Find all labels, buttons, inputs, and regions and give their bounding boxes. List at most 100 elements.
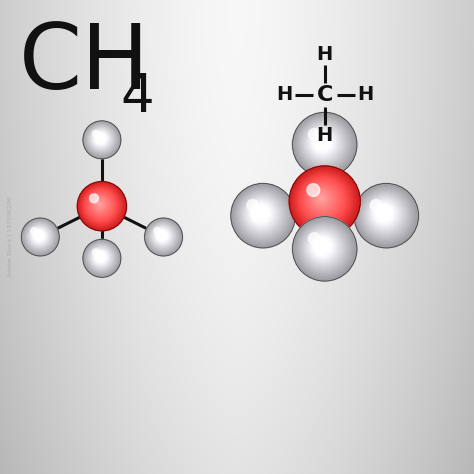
Circle shape bbox=[301, 120, 347, 167]
Circle shape bbox=[293, 218, 356, 280]
Circle shape bbox=[297, 117, 351, 171]
Circle shape bbox=[316, 136, 328, 148]
Circle shape bbox=[153, 226, 173, 246]
Circle shape bbox=[299, 175, 348, 225]
Circle shape bbox=[94, 250, 108, 264]
Circle shape bbox=[95, 252, 106, 262]
Circle shape bbox=[300, 119, 348, 168]
Circle shape bbox=[375, 204, 393, 222]
Circle shape bbox=[297, 221, 351, 275]
Circle shape bbox=[254, 207, 267, 219]
Circle shape bbox=[87, 125, 116, 154]
Circle shape bbox=[154, 228, 171, 244]
Circle shape bbox=[355, 184, 417, 246]
Circle shape bbox=[292, 169, 356, 233]
Circle shape bbox=[82, 186, 121, 226]
Text: H: H bbox=[317, 126, 333, 145]
Circle shape bbox=[313, 133, 331, 151]
Circle shape bbox=[309, 185, 337, 214]
Circle shape bbox=[27, 224, 53, 249]
Circle shape bbox=[85, 241, 118, 275]
Circle shape bbox=[155, 228, 170, 244]
Circle shape bbox=[370, 200, 399, 228]
Circle shape bbox=[237, 189, 288, 241]
Circle shape bbox=[297, 173, 351, 228]
Circle shape bbox=[368, 197, 401, 231]
Circle shape bbox=[100, 137, 101, 139]
Circle shape bbox=[156, 229, 168, 242]
Circle shape bbox=[98, 136, 102, 140]
Text: H: H bbox=[357, 85, 373, 104]
Circle shape bbox=[89, 246, 113, 270]
Circle shape bbox=[146, 219, 181, 254]
Circle shape bbox=[370, 200, 382, 211]
Circle shape bbox=[77, 182, 127, 231]
Circle shape bbox=[36, 232, 42, 238]
Circle shape bbox=[356, 186, 416, 245]
Circle shape bbox=[83, 239, 121, 277]
Circle shape bbox=[305, 125, 341, 161]
Circle shape bbox=[96, 252, 105, 262]
Circle shape bbox=[306, 183, 339, 216]
Circle shape bbox=[244, 196, 280, 232]
Circle shape bbox=[298, 118, 350, 170]
Circle shape bbox=[89, 127, 114, 152]
Circle shape bbox=[155, 229, 169, 243]
Text: H: H bbox=[317, 45, 333, 64]
Circle shape bbox=[83, 121, 121, 159]
Circle shape bbox=[233, 186, 292, 245]
Circle shape bbox=[151, 224, 175, 248]
Circle shape bbox=[289, 166, 360, 237]
Text: CH: CH bbox=[19, 20, 150, 108]
Circle shape bbox=[94, 199, 106, 210]
Circle shape bbox=[248, 201, 274, 227]
Circle shape bbox=[91, 195, 110, 215]
Circle shape bbox=[91, 247, 112, 268]
Circle shape bbox=[309, 233, 337, 261]
Circle shape bbox=[94, 132, 107, 145]
Circle shape bbox=[98, 202, 101, 206]
Circle shape bbox=[295, 219, 354, 278]
Circle shape bbox=[93, 197, 108, 212]
Circle shape bbox=[88, 192, 113, 217]
Circle shape bbox=[256, 209, 264, 217]
Circle shape bbox=[310, 186, 336, 212]
Circle shape bbox=[242, 195, 281, 234]
Circle shape bbox=[92, 130, 110, 148]
Circle shape bbox=[381, 210, 386, 215]
Circle shape bbox=[85, 123, 118, 156]
Circle shape bbox=[300, 224, 348, 273]
Circle shape bbox=[316, 192, 328, 204]
Circle shape bbox=[23, 220, 57, 254]
Circle shape bbox=[305, 182, 341, 218]
Circle shape bbox=[239, 191, 285, 238]
Circle shape bbox=[319, 196, 324, 201]
Circle shape bbox=[315, 239, 330, 254]
Circle shape bbox=[374, 203, 394, 224]
Circle shape bbox=[311, 131, 334, 154]
Circle shape bbox=[362, 191, 409, 238]
Circle shape bbox=[95, 133, 106, 144]
Circle shape bbox=[304, 124, 343, 163]
Circle shape bbox=[83, 187, 119, 224]
Circle shape bbox=[247, 200, 275, 228]
Circle shape bbox=[88, 192, 114, 218]
Circle shape bbox=[259, 211, 261, 214]
Circle shape bbox=[91, 247, 111, 267]
Circle shape bbox=[315, 135, 330, 150]
Circle shape bbox=[96, 200, 104, 208]
Circle shape bbox=[90, 194, 111, 216]
Circle shape bbox=[30, 227, 48, 245]
Circle shape bbox=[86, 191, 116, 220]
Circle shape bbox=[92, 130, 99, 137]
Circle shape bbox=[22, 219, 58, 255]
Circle shape bbox=[38, 235, 39, 236]
Circle shape bbox=[99, 203, 100, 205]
Circle shape bbox=[91, 128, 112, 150]
Circle shape bbox=[92, 249, 109, 265]
Circle shape bbox=[367, 196, 403, 232]
Circle shape bbox=[317, 241, 327, 251]
Circle shape bbox=[291, 168, 358, 235]
Circle shape bbox=[298, 174, 350, 227]
Circle shape bbox=[94, 132, 108, 146]
